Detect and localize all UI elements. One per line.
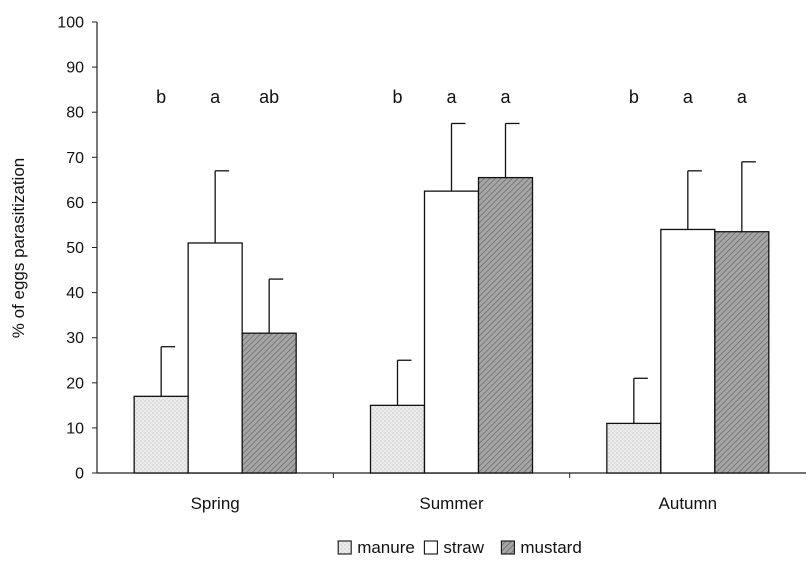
y-axis-label: % of eggs parasitization — [9, 158, 28, 339]
bar-manure-spring — [133, 395, 189, 474]
bar-mustard-autumn — [714, 231, 770, 474]
x-tick-label-summer: Summer — [419, 494, 484, 513]
y-tick-label: 90 — [66, 60, 84, 77]
bar-straw-summer — [423, 190, 480, 474]
legend-label-straw: straw — [443, 538, 484, 557]
error-bars — [160, 122, 756, 424]
y-tick-label: 40 — [66, 285, 84, 302]
legend-label-manure: manure — [357, 538, 415, 557]
significance-letter: a — [737, 87, 748, 107]
y-tick-label: 70 — [66, 150, 84, 167]
bar-mustard-summer — [477, 176, 534, 474]
bar-manure-summer — [369, 404, 426, 474]
legend: manure straw mustard — [337, 538, 582, 557]
bar-straw-spring — [187, 242, 243, 474]
legend-swatch-straw — [423, 540, 438, 555]
x-tick-label-spring: Spring — [191, 494, 240, 513]
legend-label-mustard: mustard — [520, 538, 581, 557]
y-tick-label: 30 — [66, 330, 84, 347]
significance-letter: a — [683, 87, 694, 107]
y-tick-label: 50 — [66, 240, 84, 257]
bar-manure-autumn — [606, 422, 662, 474]
y-tick-label: 60 — [66, 195, 84, 212]
significance-letters: b a ab b a a b a a — [156, 87, 748, 107]
bar-straw-autumn — [660, 228, 716, 474]
bar-mustard-spring — [241, 332, 297, 474]
category-labels: Spring Summer Autumn — [191, 494, 718, 513]
x-tick-label-autumn: Autumn — [659, 494, 718, 513]
y-tick-label: 0 — [75, 466, 84, 483]
significance-letter: a — [446, 87, 457, 107]
y-tick-label: 100 — [57, 15, 84, 32]
significance-letter: b — [392, 87, 402, 107]
y-tick-label: 10 — [66, 420, 84, 437]
significance-letter: a — [210, 87, 221, 107]
significance-letter: b — [629, 87, 639, 107]
legend-swatch-mustard — [500, 540, 515, 555]
y-tick-label: 80 — [66, 105, 84, 122]
significance-letter: b — [156, 87, 166, 107]
legend-swatch-manure — [337, 540, 352, 555]
bars — [133, 176, 770, 474]
y-tick-label: 20 — [66, 375, 84, 392]
significance-letter: a — [500, 87, 511, 107]
y-ticks: 0 10 20 30 40 50 60 70 80 90 100 — [57, 15, 97, 483]
significance-letter: ab — [259, 87, 279, 107]
